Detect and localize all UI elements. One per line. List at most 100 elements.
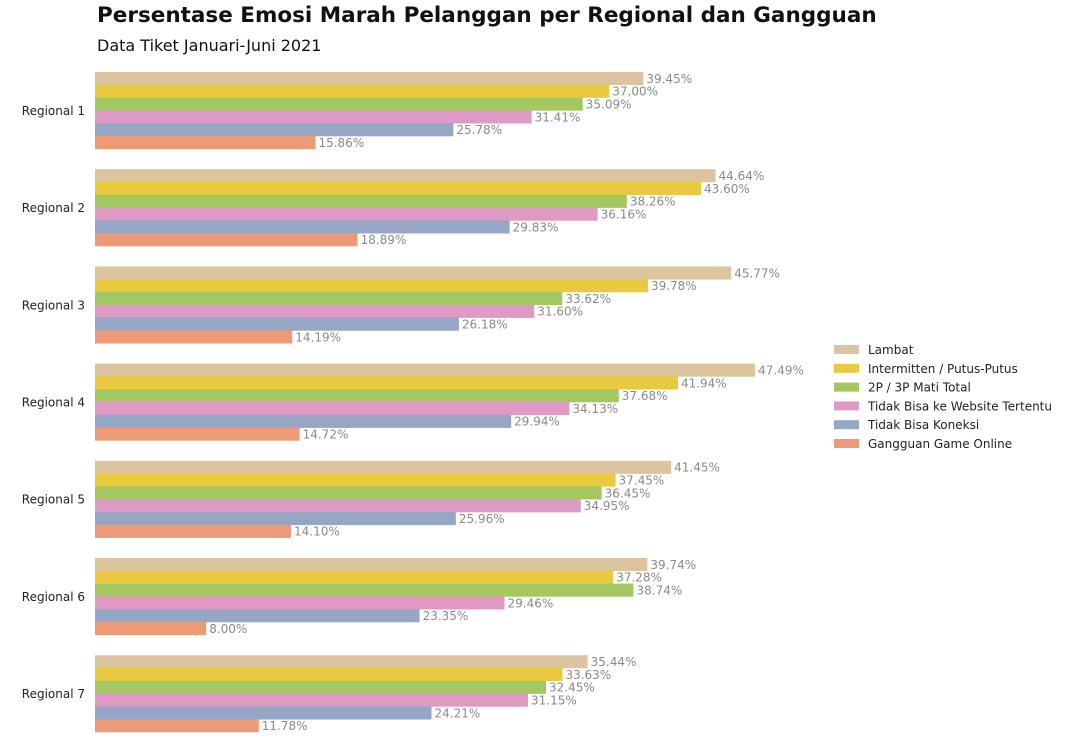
data-label: 43.60% (704, 182, 750, 196)
data-label: 14.19% (295, 330, 341, 344)
bar-regional-2-tidak-bisa-koneksi (95, 220, 510, 234)
legend-swatch (834, 420, 859, 430)
data-label: 29.83% (513, 220, 559, 234)
bar-regional-3-tidak-bisa-ke-website-tertentu (95, 304, 535, 318)
data-label: 41.94% (681, 376, 727, 390)
bar-regional-2-2p-3p-mati-total (95, 194, 627, 208)
category-label: Regional 4 (22, 396, 85, 410)
bar-regional-7-tidak-bisa-ke-website-tertentu (95, 693, 528, 707)
data-label: 33.62% (565, 292, 611, 306)
legend-item-lambat: Lambat (834, 343, 914, 357)
bar-regional-6-lambat (95, 558, 648, 572)
category-label: Regional 1 (22, 104, 85, 118)
bar-regional-7-2p-3p-mati-total (95, 680, 547, 694)
legend-label: Gangguan Game Online (868, 437, 1012, 451)
bar-regional-3-intermitten-putus-putus (95, 279, 648, 293)
data-label: 35.44% (591, 655, 637, 669)
category-label: Regional 5 (22, 493, 85, 507)
legend-item-tidak-bisa-ke-website-tertentu: Tidak Bisa ke Website Tertentu (834, 399, 1052, 413)
data-label: 15.86% (318, 136, 364, 150)
bar-regional-6-tidak-bisa-koneksi (95, 609, 420, 623)
bar-regional-6-tidak-bisa-ke-website-tertentu (95, 596, 505, 610)
bar-regional-1-tidak-bisa-ke-website-tertentu (95, 110, 532, 124)
legend-label: 2P / 3P Mati Total (868, 381, 971, 395)
bar-regional-2-gangguan-game-online (95, 233, 358, 247)
data-label: 29.94% (514, 415, 560, 429)
data-label: 38.74% (636, 584, 682, 598)
data-label: 18.89% (361, 233, 407, 247)
data-label: 47.49% (758, 364, 804, 378)
legend-label: Tidak Bisa ke Website Tertentu (867, 399, 1052, 413)
legend-label: Tidak Bisa Koneksi (867, 418, 979, 432)
data-label: 37.45% (619, 474, 665, 488)
bar-regional-1-2p-3p-mati-total (95, 97, 583, 111)
bar-regional-3-gangguan-game-online (95, 330, 293, 344)
data-label: 31.15% (531, 694, 577, 708)
data-label: 31.41% (535, 110, 581, 124)
data-label: 14.10% (294, 525, 340, 539)
bar-regional-4-2p-3p-mati-total (95, 389, 619, 403)
bar-regional-5-tidak-bisa-ke-website-tertentu (95, 499, 581, 513)
legend-item-gangguan-game-online: Gangguan Game Online (834, 437, 1012, 451)
bar-regional-2-lambat (95, 169, 716, 183)
data-label: 37.28% (616, 571, 662, 585)
data-label: 41.45% (674, 461, 720, 475)
bar-group-regional-6: 39.74%37.28%38.74% 29.46% 23.35% 8.00% Regio… (22, 558, 696, 636)
category-label: Regional 3 (22, 298, 85, 312)
legend: Lambat Intermitten / Putus-Putus 2P / 3P M… (834, 343, 1052, 451)
bar-regional-5-2p-3p-mati-total (95, 486, 602, 500)
category-label: Regional 6 (22, 590, 85, 604)
data-label: 36.45% (605, 486, 651, 500)
data-label: 39.45% (646, 72, 692, 86)
legend-swatch (834, 363, 859, 373)
legend-swatch (834, 345, 859, 354)
data-label: 33.63% (565, 668, 611, 682)
legend-swatch (834, 401, 859, 411)
bar-group-regional-3: 45.77% 39.78% 33.62%31.60% 26.18% 14.19% Regi… (22, 266, 780, 344)
data-label: 39.78% (651, 279, 697, 293)
bar-group-regional-1: 39.45%37.00%35.09% 31.41% 25.78% 15.86% Regi… (22, 72, 692, 150)
bar-regional-6-2p-3p-mati-total (95, 583, 634, 597)
bar-regional-3-2p-3p-mati-total (95, 292, 563, 306)
data-label: 34.95% (584, 499, 630, 513)
data-label: 23.35% (423, 609, 469, 623)
category-label: Regional 7 (22, 687, 85, 701)
bar-regional-7-intermitten-putus-putus (95, 668, 563, 682)
legend-item-2p-3p-mati-total: 2P / 3P Mati Total (834, 381, 971, 395)
bar-group-regional-4: 47.49% 41.94% 37.68% 34.13% 29.94% 14.72% Regi… (22, 364, 804, 442)
bar-regional-1-intermitten-putus-putus (95, 84, 610, 98)
bar-regional-1-gangguan-game-online (95, 136, 316, 150)
legend-item-tidak-bisa-koneksi: Tidak Bisa Koneksi (834, 418, 979, 432)
bar-regional-4-intermitten-putus-putus (95, 376, 678, 390)
data-label: 35.09% (586, 98, 632, 112)
data-label: 32.45% (549, 681, 595, 695)
legend-item-intermitten-putus-putus: Intermitten / Putus-Putus (834, 362, 1018, 376)
bar-regional-6-intermitten-putus-putus (95, 570, 614, 584)
data-label: 14.72% (303, 428, 349, 442)
category-label: Regional 2 (22, 201, 85, 215)
bar-group-regional-5: 41.45% 37.45%36.45%34.95% 25.96% 14.10% Regi… (22, 461, 720, 539)
bar-regional-7-lambat (95, 655, 588, 669)
legend-label: Intermitten / Putus-Putus (868, 362, 1018, 376)
bar-regional-5-intermitten-putus-putus (95, 473, 616, 487)
bar-regional-3-tidak-bisa-koneksi (95, 317, 459, 331)
data-label: 37.68% (622, 389, 668, 403)
data-label: 24.21% (435, 706, 481, 720)
data-label: 25.96% (459, 512, 505, 526)
bar-regional-5-tidak-bisa-koneksi (95, 512, 456, 526)
bar-regional-3-lambat (95, 266, 732, 280)
bar-regional-4-tidak-bisa-koneksi (95, 414, 512, 428)
bar-regional-4-tidak-bisa-ke-website-tertentu (95, 402, 570, 416)
bar-regional-1-tidak-bisa-koneksi (95, 123, 454, 137)
bars-layer: 39.45%37.00%35.09% 31.41% 25.78% 15.86% Regi… (22, 72, 804, 733)
data-label: 44.64% (718, 169, 764, 183)
bar-regional-6-gangguan-game-online (95, 622, 207, 636)
bar-regional-5-lambat (95, 460, 672, 474)
data-label: 37.00% (612, 85, 658, 99)
bar-regional-2-tidak-bisa-ke-website-tertentu (95, 207, 598, 221)
chart-title: Persentase Emosi Marah Pelanggan per Reg… (97, 3, 877, 28)
bar-regional-1-lambat (95, 72, 644, 86)
chart-subtitle: Data Tiket Januari-Juni 2021 (97, 36, 322, 55)
bar-regional-7-gangguan-game-online (95, 719, 259, 733)
